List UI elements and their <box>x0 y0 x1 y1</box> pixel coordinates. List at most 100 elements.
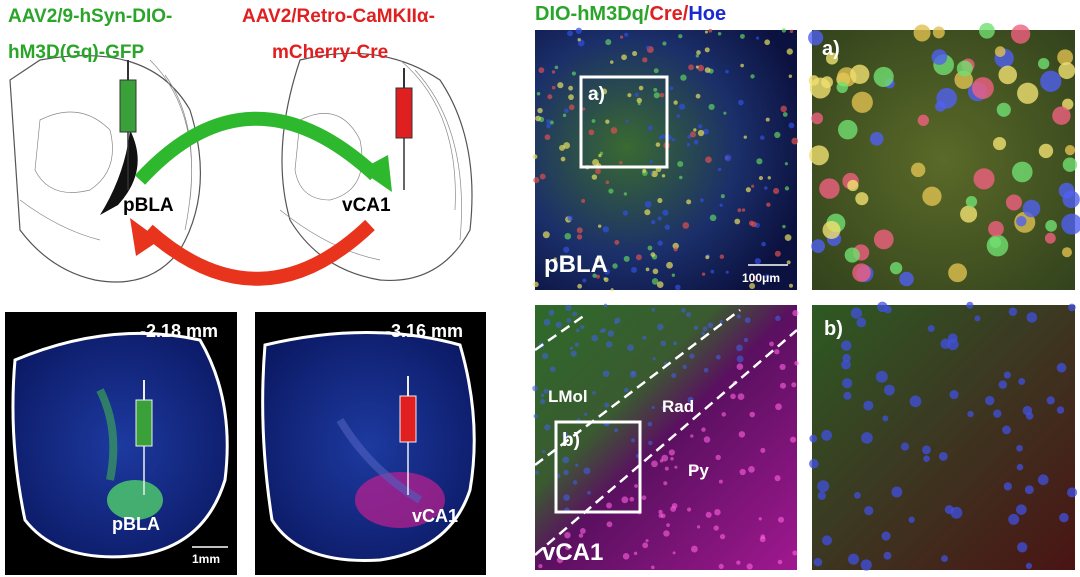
cell <box>1003 371 1011 379</box>
cell <box>635 254 642 261</box>
cell <box>730 393 736 400</box>
cell <box>686 143 691 147</box>
cell <box>614 428 618 433</box>
layer-label: LMol <box>548 387 588 406</box>
cell <box>760 447 766 453</box>
cell <box>568 94 574 101</box>
cell <box>575 328 580 333</box>
cell <box>651 565 655 570</box>
cell <box>774 131 781 139</box>
cell <box>622 552 630 560</box>
cell <box>940 338 951 350</box>
cell <box>612 263 618 269</box>
cell <box>966 301 974 309</box>
cell <box>671 373 677 379</box>
scale-bar-label: 100μm <box>742 271 780 285</box>
cell <box>671 137 676 142</box>
cell <box>680 74 687 81</box>
cell <box>998 380 1008 389</box>
cell <box>784 162 788 166</box>
cell <box>535 115 541 122</box>
cell <box>562 431 569 438</box>
cell <box>707 322 714 329</box>
cell <box>809 434 818 443</box>
cell <box>782 224 786 229</box>
cell <box>715 354 721 360</box>
cell <box>637 102 641 106</box>
cell <box>881 531 891 541</box>
cell <box>534 470 539 475</box>
cell <box>777 559 783 565</box>
cell <box>777 516 785 523</box>
cell <box>841 359 851 370</box>
cell <box>578 533 584 538</box>
layer-boundaries <box>534 309 798 556</box>
cell <box>1037 474 1049 486</box>
cell <box>913 24 931 42</box>
cell <box>651 307 656 312</box>
cell <box>563 246 570 253</box>
cell <box>715 454 721 461</box>
title-part: DIO-hM3Dq/ <box>535 3 650 25</box>
cell <box>737 393 745 401</box>
cell <box>657 198 663 204</box>
cell <box>703 436 711 443</box>
cell <box>676 114 681 118</box>
panel-vca1-label: vCA1 <box>542 539 603 566</box>
cell <box>774 348 780 355</box>
cell <box>687 396 694 403</box>
cell <box>652 357 656 361</box>
cell <box>811 112 824 125</box>
cell <box>766 202 771 207</box>
cell <box>748 466 755 473</box>
cell <box>1045 219 1057 232</box>
cell <box>619 161 623 165</box>
cell <box>649 160 653 164</box>
cell <box>736 314 741 319</box>
cell <box>935 100 946 112</box>
cell <box>773 187 780 195</box>
cell <box>791 137 799 145</box>
cell <box>556 556 564 564</box>
cell <box>724 154 732 162</box>
cell <box>705 511 712 518</box>
cell <box>856 317 867 328</box>
cell <box>630 266 637 273</box>
cell <box>719 254 725 259</box>
cell <box>661 405 666 411</box>
cell <box>699 198 704 203</box>
cell <box>875 370 888 383</box>
cell <box>1010 24 1031 44</box>
cell <box>779 363 786 371</box>
cell <box>544 134 551 141</box>
cell <box>910 162 926 178</box>
cell <box>582 107 586 111</box>
cell <box>664 224 670 230</box>
cell <box>765 274 770 279</box>
cell <box>760 135 765 140</box>
cell <box>686 199 692 205</box>
cell <box>713 525 719 531</box>
cell <box>689 131 696 138</box>
cell <box>596 274 600 279</box>
cell <box>670 456 674 461</box>
cell <box>605 180 610 184</box>
cell <box>750 221 757 228</box>
syringe-red <box>395 68 413 190</box>
cell <box>956 60 973 77</box>
cell <box>809 458 819 469</box>
section-left-region: pBLA <box>112 514 160 534</box>
cell <box>551 85 556 90</box>
cell <box>1016 216 1027 227</box>
cell <box>854 491 861 499</box>
cell <box>655 142 661 147</box>
cell <box>554 65 559 70</box>
cell <box>588 129 595 136</box>
cell <box>605 341 613 348</box>
cell <box>736 363 744 371</box>
arrow-green-head <box>360 155 392 192</box>
cell <box>855 192 869 206</box>
cell <box>860 559 872 571</box>
cell <box>758 517 762 521</box>
cell <box>638 85 644 91</box>
